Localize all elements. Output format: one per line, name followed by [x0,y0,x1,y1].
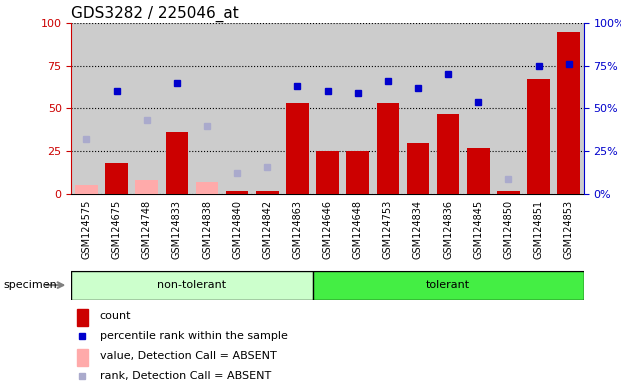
Bar [467,148,489,194]
Bar [527,79,550,194]
Text: GSM124863: GSM124863 [292,200,302,259]
Text: count: count [99,311,131,321]
Bar [135,180,158,194]
Bar [286,103,309,194]
Bar [76,349,88,366]
Bar [437,114,460,194]
Text: GSM124575: GSM124575 [81,200,91,260]
Bar [312,271,584,300]
Text: GSM124648: GSM124648 [353,200,363,259]
Text: GSM124675: GSM124675 [112,200,122,259]
Text: non-tolerant: non-tolerant [157,280,227,290]
Text: GDS3282 / 225046_at: GDS3282 / 225046_at [71,5,239,22]
Bar [71,271,312,300]
Bar [558,31,580,194]
Text: GSM124838: GSM124838 [202,200,212,259]
Bar [407,143,429,194]
Text: GSM124753: GSM124753 [383,200,393,259]
Text: rank, Detection Call = ABSENT: rank, Detection Call = ABSENT [99,371,271,381]
Bar [196,182,219,194]
Bar [75,185,97,194]
Bar [316,151,339,194]
Text: GSM124842: GSM124842 [262,200,272,259]
Text: GSM124845: GSM124845 [473,200,483,259]
Text: GSM124833: GSM124833 [172,200,182,259]
Bar [166,132,188,194]
Text: GSM124851: GSM124851 [533,200,543,259]
Bar [226,190,248,194]
Text: percentile rank within the sample: percentile rank within the sample [99,331,288,341]
Text: value, Detection Call = ABSENT: value, Detection Call = ABSENT [99,351,276,361]
Text: GSM124850: GSM124850 [504,200,514,259]
Bar [497,190,520,194]
Bar [76,309,88,326]
Text: GSM124646: GSM124646 [322,200,333,259]
Text: GSM124840: GSM124840 [232,200,242,259]
Text: GSM124834: GSM124834 [413,200,423,259]
Bar [256,190,279,194]
Text: GSM124853: GSM124853 [564,200,574,259]
Text: tolerant: tolerant [426,280,470,290]
Bar [106,163,128,194]
Text: GSM124748: GSM124748 [142,200,152,259]
Text: GSM124836: GSM124836 [443,200,453,259]
Bar [347,151,369,194]
Text: specimen: specimen [3,280,57,290]
Bar [376,103,399,194]
